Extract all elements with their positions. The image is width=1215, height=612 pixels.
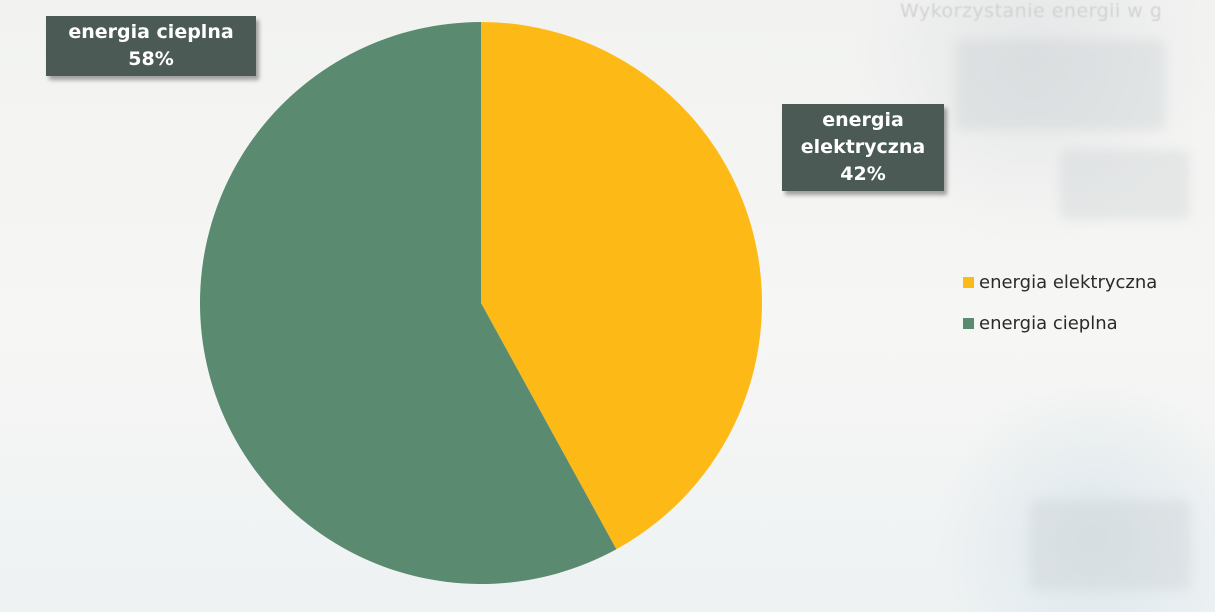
legend-item-energia-elektryczna: energia elektryczna [963,268,1157,297]
pie-slice-energia-cieplna [199,22,617,584]
data-label-name: energia cieplna [68,21,234,43]
background-smudge [1060,150,1190,220]
data-label-energia-cieplna: energia cieplna 58% [46,16,256,76]
legend: energia elektryczna energia cieplna [963,268,1157,350]
data-label-percent: 42% [840,163,886,185]
legend-swatch-icon [963,277,974,288]
data-label-percent: 58% [128,48,174,70]
data-label-energia-elektryczna: energia elektryczna 42% [782,104,944,191]
pie-slices [199,22,762,584]
data-label-name: energia [822,109,904,131]
background-smudge [1030,500,1190,590]
legend-label: energia elektryczna [979,272,1158,293]
legend-item-energia-cieplna: energia cieplna [963,309,1157,338]
legend-swatch-icon [963,318,974,329]
background-smudge [955,40,1165,130]
pie-slice-energia-elektryczna [481,22,762,550]
legend-label: energia cieplna [979,313,1118,334]
bleed-through-text: Wykorzystanie energii w gospodarstwie do… [900,0,1160,22]
data-label-name: elektryczna [800,136,926,158]
